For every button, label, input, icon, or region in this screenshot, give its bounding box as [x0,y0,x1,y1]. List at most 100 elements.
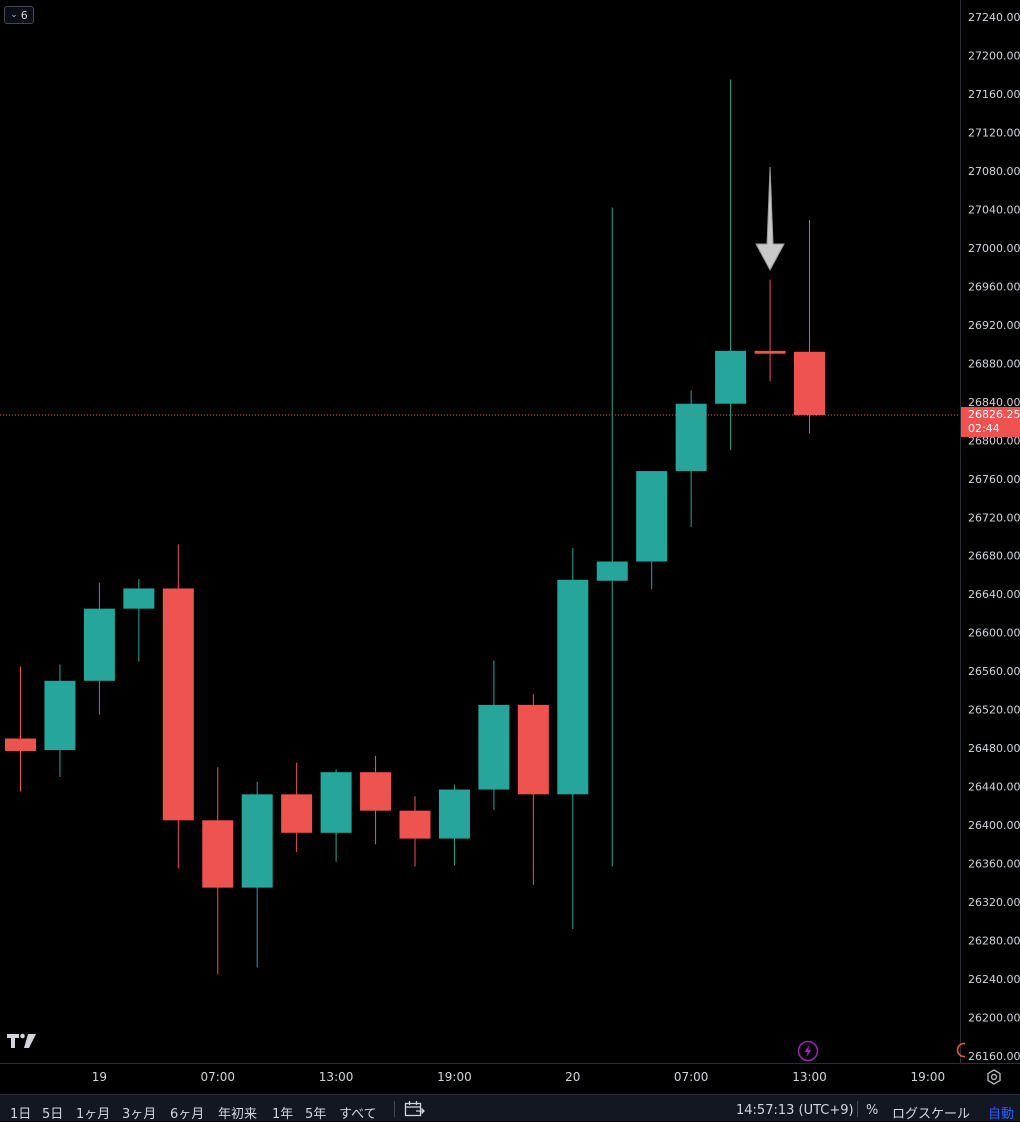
price-tick-label: 26360.00 [968,858,1020,871]
range-1m-button[interactable]: 1ヶ月 [76,1107,111,1122]
current-price-label: 26826.25 02:44 [961,407,1020,438]
candle-body [123,588,155,609]
candle-body [399,810,431,839]
event-marker-icon[interactable] [955,1042,965,1058]
time-tick-label: 19 [92,1070,107,1084]
candle [44,664,76,778]
range-3m-button[interactable]: 3ヶ月 [122,1107,157,1122]
time-tick-label: 13:00 [319,1070,354,1084]
candle-body [557,579,589,795]
toolbar-divider [394,1101,395,1117]
price-tick-label: 27080.00 [968,165,1020,178]
candle [162,544,194,869]
annotation-arrow [755,166,785,272]
candle [557,548,589,930]
price-tick-label: 26600.00 [968,627,1020,640]
candle [241,781,273,968]
current-price-label-bg [961,407,1020,438]
price-tick-label: 26840.00 [968,396,1020,409]
log-scale-toggle[interactable]: ログスケール [892,1107,971,1122]
price-tick-label: 27000.00 [968,242,1020,255]
candle [83,582,115,715]
auto-scale-toggle[interactable]: 自動 [988,1107,1015,1122]
price-tick-label: 26960.00 [968,280,1020,293]
candle [438,784,470,866]
percent-scale-toggle[interactable]: % [866,1103,879,1118]
price-tick-label: 27120.00 [968,126,1020,139]
current-price-value: 26826.25 [968,408,1020,421]
candle-body [438,789,470,839]
lightning-icon[interactable] [797,1040,819,1062]
candle-body [320,772,352,833]
price-tick-label: 27200.00 [968,49,1020,62]
candle-body [83,608,115,681]
price-tick-label: 26440.00 [968,781,1020,794]
price-tick-label: 26400.00 [968,819,1020,832]
candle-body [281,794,313,833]
price-tick-label: 26480.00 [968,742,1020,755]
tradingview-logo-icon[interactable] [6,1031,38,1051]
candle [123,578,155,662]
price-tick-label: 27160.00 [968,88,1020,101]
candle [794,219,825,434]
candle-body [715,350,747,404]
price-tick-label: 27040.00 [968,203,1020,216]
toolbar-divider [857,1101,858,1117]
settings-gear-icon[interactable] [984,1067,1004,1087]
range-all-button[interactable]: すべて [339,1107,377,1122]
candle [754,279,786,382]
range-5y-button[interactable]: 5年 [305,1107,327,1122]
price-tick-label: 26560.00 [968,665,1020,678]
price-tick-label: 26280.00 [968,935,1020,948]
candle-body [636,471,668,562]
price-tick-label: 26640.00 [968,588,1020,601]
time-tick-label: 19:00 [437,1070,472,1084]
candle [281,762,313,853]
candles-layer [5,79,825,975]
candle-body [675,403,707,472]
candle [596,207,628,867]
chevron-down-icon: ⌄ [10,10,18,20]
candle [517,694,549,885]
price-tick-label: 27240.00 [968,11,1020,24]
price-axis[interactable]: 27240.00 27200.00 27160.00 27120.00 27080.00… [968,11,1020,1063]
candle-body [202,820,234,888]
countdown-value: 02:44 [968,422,1000,435]
time-tick-label: 20 [565,1070,580,1084]
range-6m-button[interactable]: 6ヶ月 [170,1107,205,1122]
price-tick-label: 26160.00 [968,1050,1020,1063]
range-ytd-button[interactable]: 年初来 [218,1107,258,1122]
candle [478,660,510,810]
candle [715,79,747,450]
candlestick-chart[interactable]: 27240.00 27200.00 27160.00 27120.00 27080.00… [0,0,1020,1094]
price-tick-label: 26800.00 [968,434,1020,447]
candle-body [596,561,628,581]
candle-body [360,772,392,811]
price-tick-label: 26920.00 [968,319,1020,332]
calendar-range-icon[interactable] [403,1100,425,1118]
candle [202,767,234,975]
candle-body [162,588,194,821]
candle [320,769,352,862]
candle-body [794,351,825,416]
range-1d-button[interactable]: 1日 [10,1107,32,1122]
range-5d-button[interactable]: 5日 [42,1107,64,1122]
candle [5,666,36,792]
arrow-down-icon [755,166,785,272]
candle-body [754,350,786,354]
time-tick-label: 19:00 [911,1070,946,1084]
price-tick-label: 26680.00 [968,550,1020,563]
hide-indicators-button[interactable]: ⌄ 6 [4,6,34,24]
price-tick-label: 26520.00 [968,704,1020,717]
candle [675,390,707,527]
time-axis[interactable]: 19 07:00 13:00 19:00 20 07:00 13:00 19:00 [92,1070,945,1084]
range-1y-button[interactable]: 1年 [272,1107,294,1122]
clock-timezone[interactable]: 14:57:13 (UTC+9) [736,1103,854,1118]
candle-body [241,794,273,888]
price-tick-label: 26720.00 [968,511,1020,524]
hide-indicators-count: 6 [20,8,28,22]
time-tick-label: 07:00 [674,1070,709,1084]
candle [360,755,392,845]
candle [399,796,431,867]
time-tick-label: 07:00 [200,1070,235,1084]
